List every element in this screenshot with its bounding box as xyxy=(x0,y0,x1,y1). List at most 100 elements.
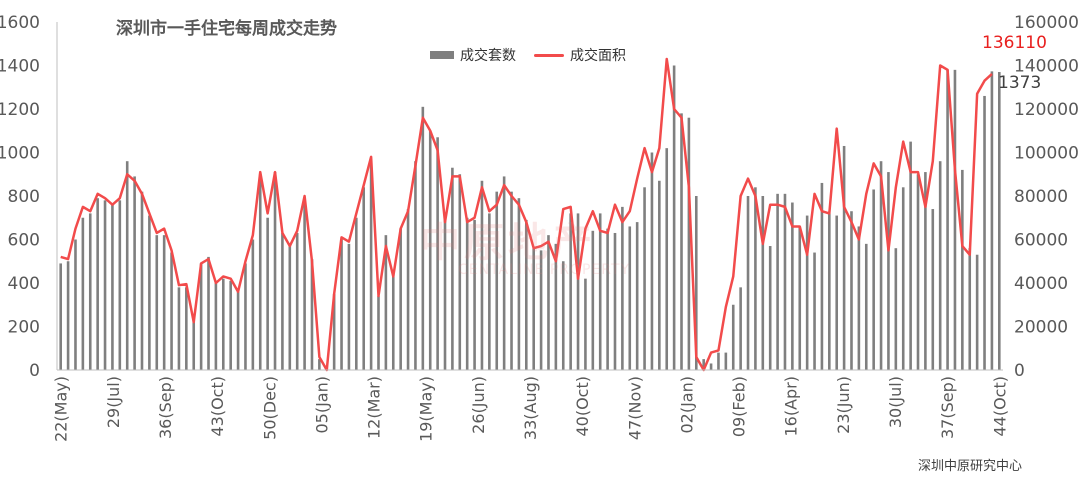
bar xyxy=(879,161,883,370)
x-tick-label: 44(Oct) xyxy=(990,376,1009,437)
y-right-tick-label: 120000 xyxy=(1014,100,1079,120)
bar xyxy=(783,193,787,370)
bar xyxy=(584,278,587,370)
bar xyxy=(961,169,964,370)
bar xyxy=(547,235,550,370)
bar xyxy=(81,217,85,370)
bar xyxy=(820,182,824,370)
y-left-tick-label: 400 xyxy=(8,274,40,294)
bar xyxy=(436,137,439,370)
x-tick-label: 26(Jun) xyxy=(469,376,488,434)
bar xyxy=(754,187,757,370)
bar xyxy=(828,213,831,370)
bar xyxy=(739,287,742,370)
bar xyxy=(872,189,875,370)
bar xyxy=(244,263,247,370)
bar xyxy=(916,174,920,370)
bar xyxy=(561,261,565,370)
bar xyxy=(510,191,513,370)
bar xyxy=(273,172,277,370)
bar xyxy=(569,213,572,370)
bar xyxy=(887,172,890,370)
bar xyxy=(613,232,617,370)
bar xyxy=(133,176,136,370)
bar xyxy=(185,287,188,370)
x-tick-label: 37(Sep) xyxy=(938,376,957,439)
x-tick-label: 12(Mar) xyxy=(365,376,384,439)
bar xyxy=(480,180,484,370)
bar xyxy=(162,235,166,370)
x-tick-label: 22(May) xyxy=(52,376,71,442)
bar xyxy=(864,243,868,370)
bar xyxy=(658,180,661,370)
bar xyxy=(288,243,292,370)
x-tick-label: 09(Feb) xyxy=(730,376,749,437)
x-tick-label: 30(Jul) xyxy=(886,376,905,428)
bar xyxy=(428,130,432,370)
x-tick-label: 05(Jan) xyxy=(312,376,331,434)
x-tick-label: 47(Nov) xyxy=(625,376,644,440)
bar xyxy=(901,187,905,370)
bar xyxy=(857,226,861,370)
x-tick-label: 33(Aug) xyxy=(521,376,540,440)
bar xyxy=(266,217,269,370)
legend-bar-swatch xyxy=(430,51,454,59)
bar xyxy=(140,191,144,370)
x-tick-label: 16(Apr) xyxy=(782,376,801,437)
bar xyxy=(251,239,255,370)
bar xyxy=(103,200,107,370)
bar xyxy=(554,243,558,370)
bar xyxy=(148,215,151,370)
y-right-tick-label: 100000 xyxy=(1014,144,1079,164)
x-tick-label: 40(Oct) xyxy=(573,376,592,437)
bar xyxy=(318,359,321,370)
y-left-tick-label: 1000 xyxy=(0,144,40,164)
bar xyxy=(391,274,395,370)
bar xyxy=(680,113,683,370)
bar xyxy=(443,217,447,370)
bar xyxy=(281,232,284,370)
bar xyxy=(791,202,794,370)
x-tick-label: 29(Jul) xyxy=(104,376,123,428)
bar xyxy=(295,232,299,370)
bar xyxy=(768,246,772,370)
bar xyxy=(990,71,994,370)
bar xyxy=(532,248,535,370)
bar xyxy=(406,209,410,370)
x-tick-label: 43(Oct) xyxy=(208,376,227,437)
bar xyxy=(894,248,898,370)
bar xyxy=(591,230,595,370)
bar xyxy=(702,359,705,370)
last-area-label: 136110 xyxy=(982,33,1047,53)
bar xyxy=(155,235,159,370)
bar xyxy=(125,161,129,370)
bar xyxy=(998,72,1001,371)
y-right-tick-label: 40000 xyxy=(1014,274,1068,294)
chart-title: 深圳市一手住宅每周成交走势 xyxy=(116,19,337,39)
bar xyxy=(687,117,691,370)
bar xyxy=(111,204,114,370)
bar xyxy=(975,254,979,370)
bar xyxy=(414,161,417,370)
bar xyxy=(909,141,912,370)
bar xyxy=(835,215,839,370)
legend: 成交套数 成交面积 xyxy=(430,45,626,65)
bar xyxy=(953,69,957,370)
y-left-tick-label: 600 xyxy=(8,231,40,251)
bar xyxy=(66,261,70,370)
bar xyxy=(340,239,343,370)
x-tick-label: 50(Dec) xyxy=(260,376,279,440)
bar xyxy=(362,187,366,370)
x-tick-label: 19(May) xyxy=(417,376,436,442)
bar xyxy=(650,152,654,370)
bar xyxy=(946,69,949,370)
bar xyxy=(59,263,62,370)
bar xyxy=(798,226,802,370)
bar xyxy=(842,145,846,370)
bar xyxy=(643,187,646,370)
bar xyxy=(517,198,521,370)
source-note: 深圳中原研究中心 xyxy=(917,459,1022,474)
y-left-tick-label: 800 xyxy=(8,187,40,207)
bar xyxy=(214,283,218,370)
bar xyxy=(635,222,639,370)
